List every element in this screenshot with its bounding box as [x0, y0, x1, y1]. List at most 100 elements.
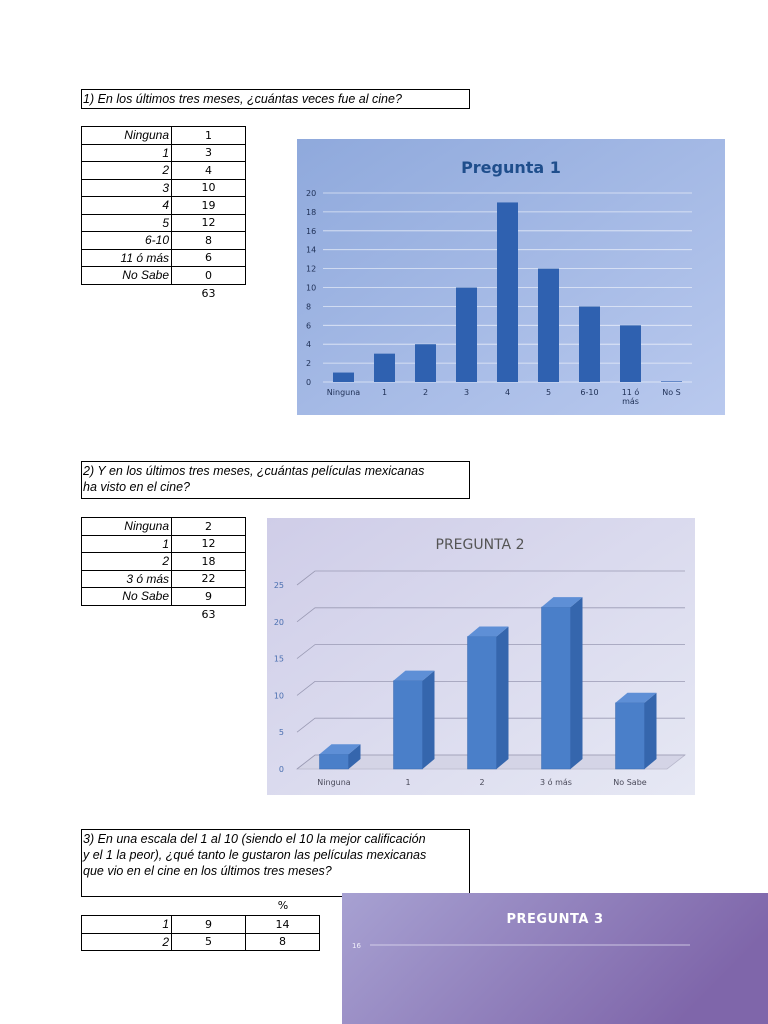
y-tick-label: 0 — [306, 378, 311, 387]
total-row: 63 — [82, 284, 246, 302]
row-label: Ninguna — [81, 517, 172, 536]
chart-3-title: PREGUNTA 3 — [506, 912, 603, 927]
row-percent: 8 — [245, 932, 320, 951]
table-question-3: 1 9 14 2 5 8 — [81, 915, 320, 951]
table-row: 11 ó más 6 — [81, 248, 246, 267]
chart-3-background — [342, 893, 768, 1024]
bar-side — [348, 744, 361, 769]
row-label: 1 — [81, 534, 172, 553]
y-tick-label: 10 — [274, 691, 284, 700]
x-tick-label: 5 — [546, 388, 551, 397]
y-tick-label: 10 — [306, 284, 316, 293]
x-tick-label: No S — [662, 388, 681, 397]
total-row: 63 — [82, 605, 246, 623]
bar — [333, 372, 354, 382]
x-tick-label: 3 — [464, 388, 469, 397]
row-label: No Sabe — [81, 266, 172, 285]
row-value: 0 — [171, 266, 246, 285]
y-tick-label: 5 — [279, 728, 284, 737]
row-value: 18 — [171, 552, 246, 571]
bar — [615, 702, 645, 770]
y-tick-label: 15 — [274, 655, 284, 664]
y-tick-label: 14 — [306, 246, 316, 255]
x-tick-label: 2 — [479, 778, 484, 787]
x-tick-label: 1 — [405, 778, 410, 787]
bar — [661, 381, 682, 382]
y-tick-label: 16 — [306, 227, 316, 236]
bar — [456, 287, 477, 382]
bar — [319, 754, 349, 770]
table-row: 6-10 8 — [81, 231, 246, 250]
bar — [497, 202, 518, 382]
row-value: 2 — [171, 517, 246, 536]
table-row: No Sabe 9 — [81, 587, 246, 606]
x-tick-label: Ninguna — [317, 778, 350, 787]
chart-1-title: Pregunta 1 — [461, 158, 561, 177]
bar-top — [393, 670, 435, 681]
row-value: 9 — [171, 587, 246, 606]
bar — [579, 306, 600, 382]
row-value: 22 — [171, 569, 246, 588]
bar — [467, 636, 497, 770]
row-label: 2 — [81, 552, 172, 571]
question-3-box: 3) En una escala del 1 al 10 (siendo el … — [81, 829, 470, 897]
y-tick-label: 0 — [279, 765, 284, 774]
total-value: 63 — [201, 607, 216, 621]
row-value: 19 — [171, 196, 246, 215]
row-value: 9 — [171, 915, 246, 934]
table-row: 4 19 — [81, 196, 246, 215]
bar — [393, 680, 423, 770]
chart-pregunta-2: PREGUNTA 2 0 5 10 15 20 25 Ninguna 1 2 3 ó más No S… — [267, 518, 695, 795]
bar-top — [541, 597, 583, 608]
x-tick-label: más — [622, 397, 639, 406]
row-value: 4 — [171, 161, 246, 180]
bar — [538, 268, 559, 382]
table-row: 1 9 14 — [81, 915, 320, 934]
bar-top — [615, 692, 657, 703]
row-value: 5 — [171, 932, 246, 951]
x-tick-label: 3 ó más — [540, 777, 572, 787]
table-row: 2 18 — [81, 552, 246, 571]
row-label: 1 — [81, 143, 172, 162]
y-tick-label: 18 — [306, 208, 316, 217]
percent-header: % — [277, 899, 289, 912]
y-tick-label: 20 — [274, 618, 284, 627]
bar-top — [319, 744, 361, 755]
bar-side — [644, 692, 657, 769]
question-1-text: 1) En los últimos tres meses, ¿cuántas v… — [83, 92, 402, 106]
y-tick-label: 12 — [306, 265, 316, 274]
row-label: Ninguna — [81, 126, 172, 145]
table-row: Ninguna 1 — [81, 126, 246, 145]
bar-side — [570, 597, 583, 769]
table-row: Ninguna 2 — [81, 517, 246, 536]
row-value: 12 — [171, 213, 246, 232]
y-tick-label: 16 — [352, 942, 361, 950]
row-value: 3 — [171, 143, 246, 162]
gridline — [296, 570, 685, 586]
row-label: 3 ó más — [81, 569, 172, 588]
bar-side — [422, 670, 435, 769]
question-2-box: 2) Y en los últimos tres meses, ¿cuántas… — [81, 461, 470, 499]
chart-pregunta-3: PREGUNTA 3 16 — [342, 893, 768, 1024]
y-tick-label: 6 — [306, 321, 311, 330]
row-percent: 14 — [245, 915, 320, 934]
question-1-box: 1) En los últimos tres meses, ¿cuántas v… — [81, 89, 470, 109]
y-tick-label: 8 — [306, 302, 311, 311]
row-value: 1 — [171, 126, 246, 145]
row-label: 2 — [81, 932, 172, 951]
row-label: 6-10 — [81, 231, 172, 250]
x-tick-label: 11 ó — [622, 387, 640, 397]
chart-2-title: PREGUNTA 2 — [436, 537, 525, 553]
table-row: 3 ó más 22 — [81, 569, 246, 588]
bar — [620, 325, 641, 382]
row-label: No Sabe — [81, 587, 172, 606]
bar-top — [467, 626, 509, 637]
question-3-text: 3) En una escala del 1 al 10 (siendo el … — [83, 832, 427, 878]
bar — [415, 344, 436, 382]
x-tick-label: No Sabe — [613, 778, 646, 787]
table-row: 1 12 — [81, 534, 246, 553]
table-row: 3 10 — [81, 178, 246, 197]
